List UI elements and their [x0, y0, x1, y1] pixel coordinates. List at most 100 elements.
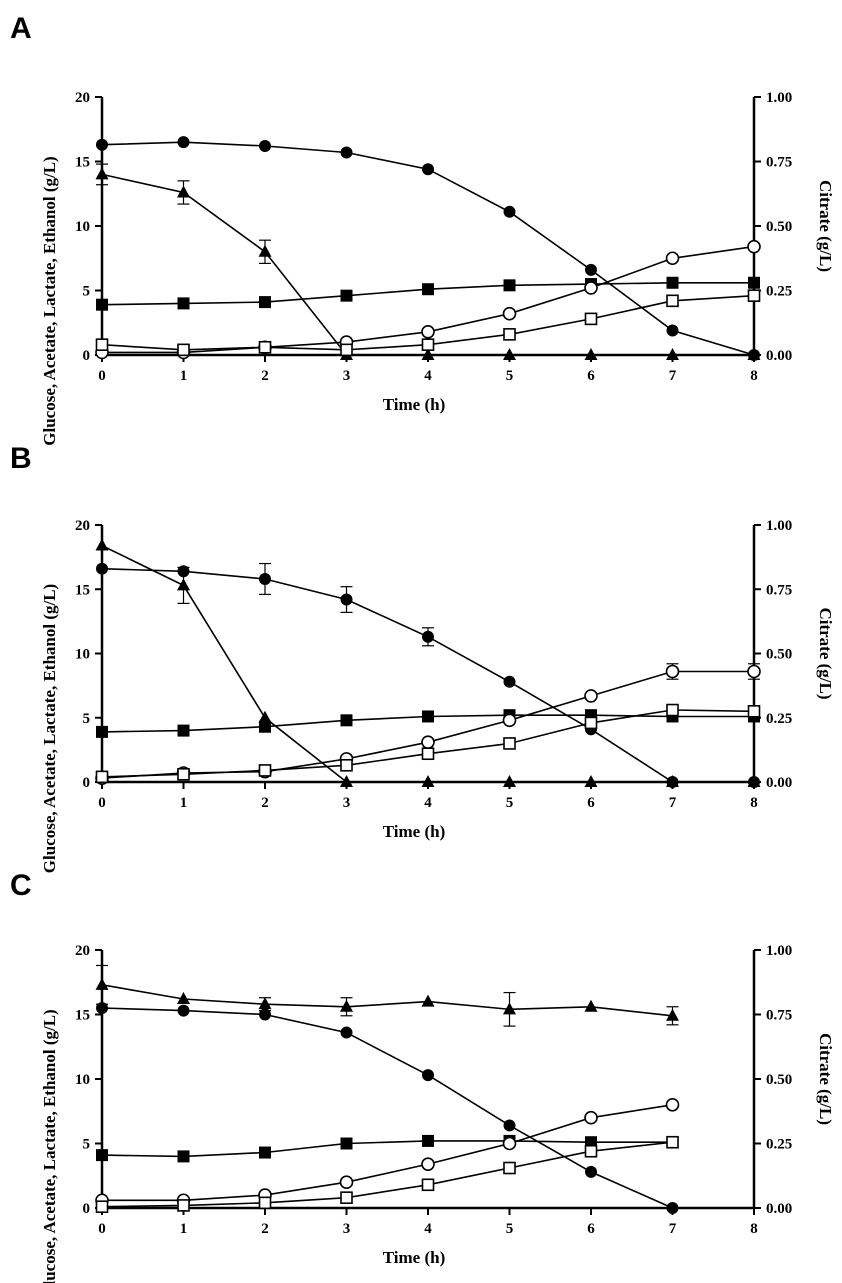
data-point — [502, 306, 517, 321]
data-point — [747, 239, 761, 254]
x-tick-label: 1 — [180, 795, 188, 811]
data-point — [666, 348, 679, 360]
data-point — [96, 562, 108, 575]
x-tick-label: 2 — [261, 795, 269, 811]
panel-letter: C — [10, 869, 32, 902]
series-open-circle — [95, 663, 761, 785]
x-tick-label: 3 — [343, 368, 351, 384]
series-line — [102, 1104, 673, 1202]
right-y-tick-label: 1.00 — [766, 943, 792, 959]
data-point — [177, 1199, 190, 1212]
data-point — [177, 767, 190, 781]
panel-c: C 0 1 2 3 4 5 6 7 8 0 5 10 15 20 0.00 0.25 0.50 0.75 1.00 Ti… — [10, 869, 835, 1283]
data-point — [665, 664, 680, 679]
data-point — [259, 140, 271, 153]
data-point — [503, 775, 516, 787]
series-line — [101, 984, 673, 1017]
x-tick-label: 2 — [261, 1221, 269, 1237]
panel-a: A 0 1 2 3 4 5 6 7 8 0 5 10 15 20 0.00 0.25 0.50 0.75 1.00 Ti… — [10, 12, 835, 446]
data-point — [666, 276, 679, 289]
data-point — [666, 775, 679, 787]
data-point — [503, 328, 516, 341]
x-tick-label: 8 — [750, 368, 758, 384]
data-point — [422, 1069, 434, 1082]
data-point — [747, 664, 761, 679]
data-point — [177, 136, 190, 149]
data-point — [503, 1119, 516, 1132]
data-point — [96, 138, 108, 151]
data-point — [340, 1026, 353, 1039]
series-filled-triangle — [95, 964, 679, 1027]
data-point — [584, 1144, 598, 1158]
data-point — [666, 1008, 679, 1021]
data-point — [584, 348, 598, 360]
data-point — [503, 1002, 516, 1015]
series-line — [101, 1140, 673, 1158]
left-y-tick-label: 15 — [75, 155, 90, 171]
series-open-square — [95, 289, 761, 357]
data-point — [340, 1191, 353, 1204]
right-y-tick-label: 0.25 — [766, 1137, 792, 1153]
right-y-tick-label: 0.75 — [766, 1008, 792, 1024]
data-point — [95, 338, 109, 351]
right-y-tick-label: 0.50 — [766, 219, 792, 235]
data-point — [259, 720, 271, 733]
x-tick-label: 6 — [587, 368, 595, 384]
data-point — [177, 1004, 190, 1017]
data-point — [258, 244, 272, 257]
left-y-tick-label: 20 — [75, 943, 90, 959]
right-y-tick-label: 0.00 — [766, 775, 792, 791]
left-y-tick-label: 15 — [75, 1008, 90, 1024]
x-tick-label: 0 — [98, 795, 106, 811]
series-filled-square — [96, 276, 760, 311]
data-point — [95, 538, 109, 551]
left-y-tick-label: 5 — [83, 1137, 91, 1153]
data-point — [422, 1134, 434, 1147]
x-tick-label: 1 — [180, 368, 188, 384]
left-y-axis-title: Glucose, Acetate, Lactate, Ethanol (g/L) — [40, 584, 59, 873]
x-tick-label: 5 — [506, 795, 514, 811]
left-y-tick-label: 0 — [83, 348, 91, 364]
x-tick-label: 4 — [424, 368, 432, 384]
data-point — [177, 724, 190, 737]
data-point — [258, 340, 272, 354]
data-point — [503, 675, 516, 688]
series-filled-triangle — [95, 163, 761, 360]
series-filled-circle — [96, 1002, 679, 1214]
left-y-tick-label: 20 — [75, 90, 90, 106]
data-point — [259, 1146, 271, 1159]
data-point — [177, 578, 190, 591]
data-point — [340, 593, 353, 606]
left-y-tick-label: 0 — [83, 775, 91, 791]
data-point — [422, 283, 434, 296]
data-point — [259, 572, 271, 585]
data-point — [666, 1202, 679, 1214]
x-tick-label: 8 — [750, 1221, 758, 1237]
right-y-tick-label: 0.00 — [766, 348, 792, 364]
data-point — [503, 279, 516, 292]
x-tick-label: 7 — [669, 368, 677, 384]
x-tick-label: 4 — [424, 795, 432, 811]
left-y-axis-title: Glucose, Acetate, Lactate, Ethanol (g/L) — [40, 1009, 59, 1283]
right-y-tick-label: 0.75 — [766, 155, 792, 171]
left-y-axis-title: Glucose, Acetate, Lactate, Ethanol (g/L) — [40, 156, 59, 445]
data-point — [584, 312, 598, 326]
data-point — [666, 324, 679, 337]
data-point — [96, 1002, 108, 1015]
data-point — [340, 758, 353, 772]
data-point — [584, 999, 598, 1012]
data-point — [421, 348, 435, 360]
data-point — [177, 992, 190, 1005]
data-point — [95, 770, 109, 784]
left-y-tick-label: 5 — [83, 284, 91, 300]
x-tick-label: 8 — [750, 795, 758, 811]
data-point — [584, 1110, 598, 1125]
right-y-tick-label: 0.25 — [766, 284, 792, 300]
data-point — [258, 764, 272, 777]
data-point — [747, 705, 761, 718]
data-point — [585, 263, 597, 276]
data-point — [259, 1008, 271, 1021]
x-tick-label: 6 — [587, 1221, 595, 1237]
x-tick-label: 3 — [343, 1221, 351, 1237]
